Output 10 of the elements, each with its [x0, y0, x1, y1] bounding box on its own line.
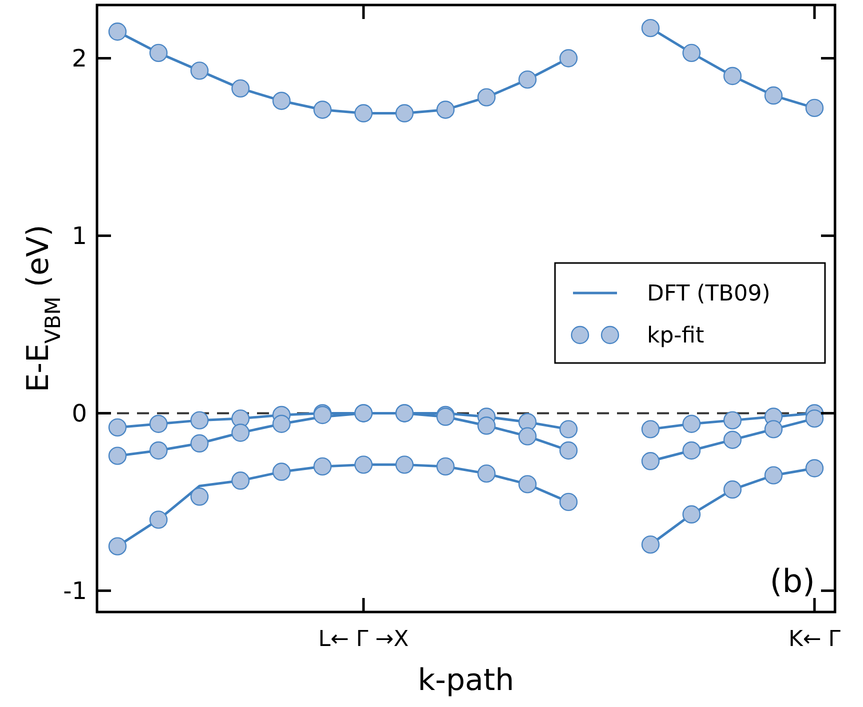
legend-label: DFT (TB09) — [647, 282, 770, 307]
x-tick-label: K← Γ — [788, 627, 842, 652]
annotation: (b) — [770, 562, 815, 600]
x-axis-title: k-path — [418, 663, 514, 698]
y-tick-label: 2 — [72, 44, 87, 73]
legend-label: kp-fit — [647, 324, 704, 349]
y-tick-label: 1 — [72, 222, 87, 250]
y-tick-label: 0 — [72, 400, 87, 428]
y-tick-label: -1 — [63, 577, 87, 606]
x-tick-label: L← Γ →X — [318, 627, 409, 652]
